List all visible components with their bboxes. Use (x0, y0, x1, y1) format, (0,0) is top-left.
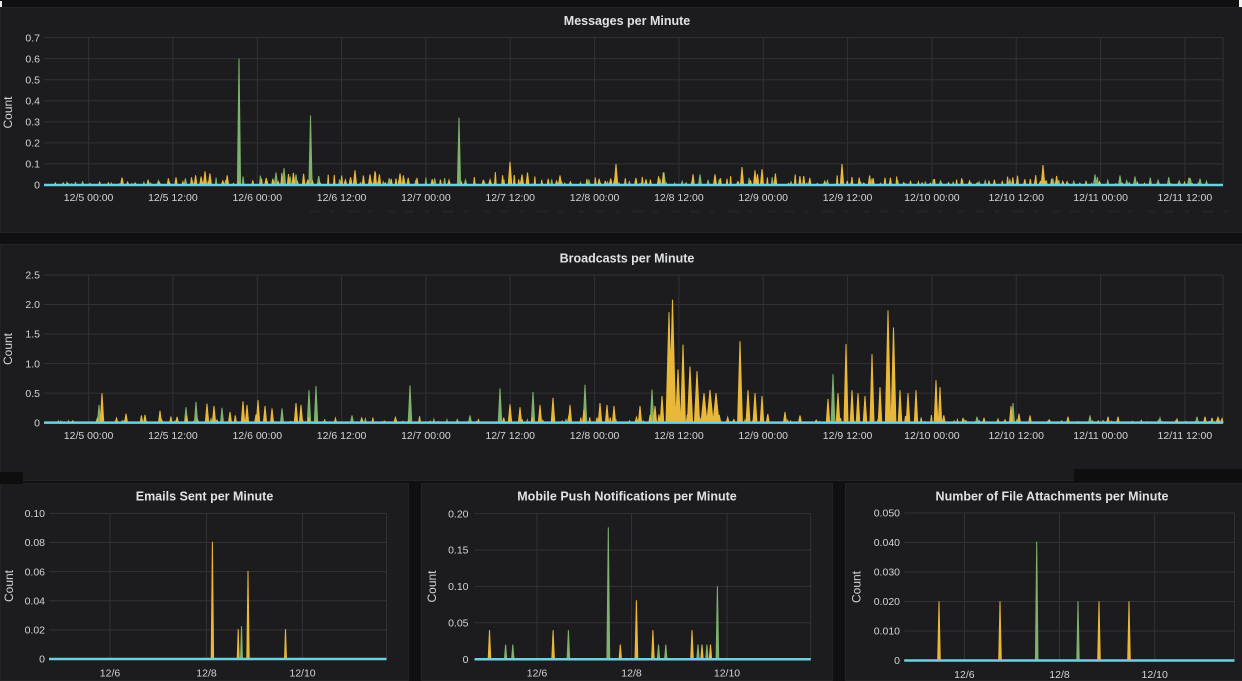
svg-text:12/8: 12/8 (1049, 669, 1070, 681)
svg-text:12/11 00:00: 12/11 00:00 (1073, 192, 1128, 204)
svg-text:0.2: 0.2 (25, 138, 40, 150)
svg-text:12/8: 12/8 (196, 668, 217, 680)
svg-text:0.050: 0.050 (874, 508, 900, 520)
svg-text:12/9 12:00: 12/9 12:00 (823, 430, 873, 442)
svg-text:Count: Count (1, 332, 15, 365)
svg-text:0: 0 (39, 654, 45, 666)
svg-text:12/9 00:00: 12/9 00:00 (738, 430, 788, 442)
svg-text:Emails Sent per Minute: Emails Sent per Minute (136, 490, 274, 504)
svg-text:12/7 12:00: 12/7 12:00 (485, 192, 535, 204)
svg-text:12/8 12:00: 12/8 12:00 (654, 430, 704, 442)
svg-text:0: 0 (34, 417, 40, 429)
svg-text:12/10 00:00: 12/10 00:00 (904, 430, 960, 442)
svg-text:12/6 00:00: 12/6 00:00 (232, 430, 282, 442)
svg-text:12/10 12:00: 12/10 12:00 (988, 192, 1044, 204)
svg-text:Mobile Push Notifications per: Mobile Push Notifications per Minute (517, 490, 737, 504)
svg-text:2.5: 2.5 (25, 270, 40, 282)
svg-text:2.0: 2.0 (25, 299, 40, 311)
svg-text:Count: Count (425, 570, 439, 603)
svg-text:0.02: 0.02 (25, 625, 46, 637)
svg-text:0.06: 0.06 (25, 566, 46, 578)
svg-text:12/9 12:00: 12/9 12:00 (823, 192, 873, 204)
svg-text:12/5 00:00: 12/5 00:00 (64, 192, 114, 204)
svg-text:12/10: 12/10 (289, 668, 315, 680)
svg-text:0.010: 0.010 (874, 626, 900, 638)
svg-text:0.040: 0.040 (874, 537, 900, 549)
svg-text:0: 0 (894, 655, 900, 667)
svg-text:1.5: 1.5 (25, 329, 40, 341)
svg-text:0.08: 0.08 (25, 537, 46, 549)
svg-text:12/6 12:00: 12/6 12:00 (317, 430, 367, 442)
svg-text:0: 0 (34, 180, 40, 192)
svg-text:0.1: 0.1 (25, 159, 40, 171)
svg-text:0.04: 0.04 (25, 596, 46, 608)
svg-text:12/6 12:00: 12/6 12:00 (317, 192, 367, 204)
svg-text:0.6: 0.6 (25, 53, 40, 65)
svg-text:0: 0 (463, 654, 469, 666)
svg-text:Count: Count (850, 570, 864, 603)
svg-text:12/7 00:00: 12/7 00:00 (401, 430, 451, 442)
svg-text:0.15: 0.15 (448, 545, 469, 557)
svg-text:12/10 12:00: 12/10 12:00 (988, 430, 1044, 442)
svg-text:12/10 00:00: 12/10 00:00 (904, 192, 960, 204)
svg-text:0.4: 0.4 (25, 96, 40, 108)
svg-text:12/10: 12/10 (1142, 669, 1168, 681)
svg-text:0.030: 0.030 (874, 567, 900, 579)
svg-text:12/8 00:00: 12/8 00:00 (570, 192, 620, 204)
svg-text:0.10: 0.10 (25, 508, 46, 520)
svg-text:12/9 00:00: 12/9 00:00 (738, 192, 788, 204)
svg-text:12/8 12:00: 12/8 12:00 (654, 192, 704, 204)
svg-text:Broadcasts per Minute: Broadcasts per Minute (560, 252, 695, 266)
svg-text:12/5 00:00: 12/5 00:00 (64, 430, 114, 442)
svg-text:0.7: 0.7 (25, 32, 40, 44)
svg-text:12/11 12:00: 12/11 12:00 (1158, 430, 1213, 442)
svg-text:0.020: 0.020 (874, 596, 900, 608)
svg-text:12/8 00:00: 12/8 00:00 (570, 430, 620, 442)
svg-text:Count: Count (1, 96, 15, 129)
svg-text:0.5: 0.5 (25, 74, 40, 86)
svg-text:Messages per Minute: Messages per Minute (564, 14, 690, 28)
svg-text:12/7 12:00: 12/7 12:00 (485, 430, 535, 442)
svg-text:12/5 12:00: 12/5 12:00 (148, 192, 198, 204)
svg-text:12/10: 12/10 (714, 668, 740, 680)
svg-text:12/6: 12/6 (954, 669, 975, 681)
svg-text:0.05: 0.05 (448, 618, 469, 630)
svg-text:12/8: 12/8 (621, 668, 642, 680)
svg-text:12/5 12:00: 12/5 12:00 (148, 430, 198, 442)
svg-text:Number of File Attachments per: Number of File Attachments per Minute (936, 490, 1169, 504)
svg-text:Count: Count (2, 569, 16, 602)
svg-text:12/7 00:00: 12/7 00:00 (401, 192, 451, 204)
svg-text:12/11 12:00: 12/11 12:00 (1158, 192, 1213, 204)
svg-text:12/6 00:00: 12/6 00:00 (232, 192, 282, 204)
svg-text:0.20: 0.20 (448, 508, 469, 520)
svg-text:1.0: 1.0 (25, 358, 40, 370)
svg-text:12/6: 12/6 (527, 668, 548, 680)
svg-text:0.5: 0.5 (25, 388, 40, 400)
svg-text:0.3: 0.3 (25, 117, 40, 129)
svg-text:0.10: 0.10 (448, 581, 469, 593)
svg-text:12/6: 12/6 (100, 668, 121, 680)
svg-text:12/11 00:00: 12/11 00:00 (1073, 430, 1128, 442)
